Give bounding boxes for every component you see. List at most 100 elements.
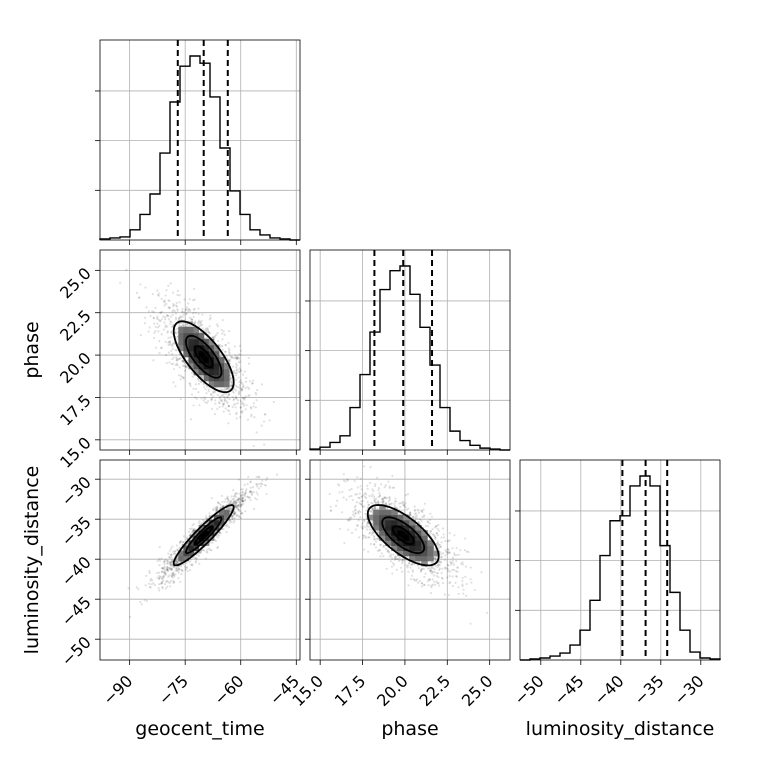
scatter-point bbox=[186, 306, 189, 309]
scatter-point bbox=[401, 559, 404, 562]
y-tick-label: −30 bbox=[58, 473, 95, 510]
scatter-point bbox=[448, 581, 452, 584]
scatter-point bbox=[248, 496, 251, 499]
scatter-point bbox=[234, 512, 237, 515]
scatter-point bbox=[239, 502, 242, 505]
scatter-point bbox=[198, 404, 201, 407]
scatter-point bbox=[407, 584, 410, 587]
scatter-point bbox=[233, 500, 237, 503]
scatter-point bbox=[172, 565, 176, 569]
scatter-point bbox=[391, 572, 394, 575]
scatter-point bbox=[204, 557, 207, 560]
scatter-point bbox=[229, 501, 232, 505]
scatter-point bbox=[433, 583, 437, 586]
x-tick-label: −90 bbox=[99, 671, 136, 708]
scatter-point bbox=[224, 498, 227, 501]
scatter-point bbox=[163, 561, 166, 564]
density-block bbox=[415, 530, 422, 536]
scatter-point bbox=[169, 320, 172, 323]
scatter-point bbox=[388, 555, 391, 558]
scatter-point bbox=[232, 365, 235, 368]
scatter-point bbox=[226, 524, 229, 527]
scatter-point bbox=[177, 577, 180, 580]
density-block bbox=[391, 519, 398, 526]
scatter-point bbox=[382, 497, 385, 500]
scatter-point bbox=[154, 306, 157, 309]
scatter-point bbox=[416, 508, 419, 512]
scatter-point bbox=[244, 492, 247, 495]
scatter-point bbox=[179, 540, 182, 544]
scatter-point bbox=[190, 320, 194, 324]
scatter-point bbox=[241, 389, 244, 392]
scatter-point bbox=[430, 561, 433, 564]
scatter-point bbox=[152, 316, 155, 319]
scatter-point bbox=[206, 400, 210, 403]
scatter-point bbox=[171, 313, 174, 317]
scatter-point bbox=[249, 480, 252, 483]
scatter-point bbox=[440, 555, 443, 559]
scatter-point bbox=[154, 325, 157, 329]
scatter-point bbox=[169, 566, 172, 570]
scatter-point bbox=[194, 561, 197, 564]
y-tick-label: −40 bbox=[58, 553, 95, 590]
scatter-point bbox=[235, 504, 238, 507]
scatter-point bbox=[385, 567, 388, 570]
scatter-point bbox=[166, 567, 169, 570]
scatter-point bbox=[205, 392, 208, 395]
scatter-point bbox=[229, 384, 232, 387]
histogram-luminosity_distance: −50 −45 −40 −35 −30 bbox=[510, 459, 721, 709]
scatter-point bbox=[174, 562, 178, 565]
x-tick-label: −35 bbox=[630, 671, 667, 708]
scatter-point bbox=[453, 552, 456, 555]
scatter-point bbox=[185, 322, 188, 325]
scatter-point bbox=[185, 567, 188, 570]
scatter-point bbox=[228, 352, 231, 355]
scatter-point bbox=[199, 323, 203, 327]
scatter-point bbox=[373, 499, 376, 502]
scatter-point bbox=[435, 532, 438, 535]
scatter-point bbox=[200, 323, 204, 326]
scatter-point bbox=[164, 340, 167, 343]
scatter-point bbox=[158, 546, 161, 549]
scatter-point bbox=[139, 600, 142, 604]
scatter-point bbox=[441, 577, 444, 580]
scatter-point bbox=[414, 515, 417, 518]
scatter-point bbox=[255, 498, 258, 501]
scatter-point bbox=[230, 495, 233, 498]
scatter-point bbox=[382, 545, 385, 548]
scatter-point bbox=[434, 537, 437, 540]
scatter-point bbox=[184, 565, 187, 568]
scatter-point bbox=[220, 494, 223, 497]
scatter-point bbox=[220, 388, 223, 391]
scatter-point bbox=[182, 535, 185, 538]
scatter-point bbox=[198, 551, 202, 555]
scatter-point bbox=[457, 592, 460, 595]
scatter-point bbox=[197, 521, 200, 524]
scatter-point bbox=[241, 383, 245, 386]
scatter-point bbox=[183, 361, 186, 365]
scatter-point bbox=[391, 557, 394, 560]
scatter-point bbox=[244, 510, 247, 513]
panel-frame bbox=[309, 459, 511, 661]
scatter-point bbox=[218, 502, 221, 505]
scatter-point bbox=[167, 343, 170, 347]
axis-labels: geocent_time phase luminosity_distancephas… bbox=[21, 321, 714, 740]
scatter-point bbox=[228, 393, 231, 396]
scatter-point bbox=[436, 541, 439, 545]
scatter-point bbox=[232, 498, 236, 501]
scatter-point bbox=[432, 533, 435, 536]
scatter-point bbox=[186, 570, 189, 573]
scatter-point bbox=[444, 548, 447, 552]
scatter-point bbox=[226, 501, 229, 504]
density-block bbox=[203, 374, 210, 382]
scatter-point bbox=[243, 398, 246, 401]
scatter-point bbox=[148, 582, 151, 585]
density-block bbox=[391, 545, 398, 552]
scatter-point bbox=[171, 559, 174, 562]
scatter-point bbox=[170, 553, 173, 556]
scatter-point bbox=[255, 431, 258, 434]
scatter-point bbox=[237, 514, 240, 517]
scatter-point bbox=[176, 358, 179, 361]
scatter-point bbox=[235, 505, 238, 508]
scatter-point bbox=[439, 551, 442, 554]
